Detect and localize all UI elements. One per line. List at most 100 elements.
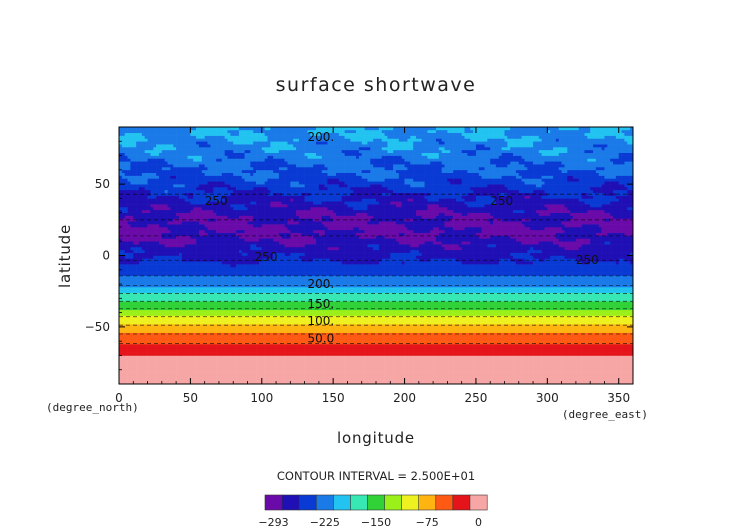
field-cell: [561, 378, 565, 382]
field-cell: [364, 335, 368, 339]
field-cell: [458, 332, 462, 336]
field-cell: [196, 329, 200, 333]
field-cell: [541, 318, 545, 322]
field-cell: [344, 335, 348, 339]
field-cell: [627, 335, 631, 339]
field-cell: [253, 329, 257, 333]
field-cell: [167, 361, 171, 365]
field-cell: [344, 321, 348, 325]
field-cell: [555, 318, 560, 322]
field-cell: [376, 341, 380, 345]
field-cell: [201, 344, 205, 348]
field-cell: [158, 352, 163, 356]
field-cell: [484, 355, 488, 359]
field-cell: [401, 332, 405, 336]
field-cell: [507, 304, 511, 308]
field-cell: [150, 355, 154, 359]
field-cell: [413, 335, 417, 339]
field-cell: [318, 329, 323, 333]
field-cell: [141, 335, 145, 339]
field-cell: [547, 338, 551, 342]
field-cell: [213, 349, 217, 353]
field-cell: [133, 341, 137, 345]
field-cell: [570, 326, 574, 331]
field-cell: [601, 341, 605, 345]
field-cell: [550, 321, 554, 325]
field-cell: [193, 306, 197, 311]
field-cell: [584, 306, 588, 311]
field-cell: [450, 361, 454, 365]
field-cell: [453, 378, 457, 382]
field-cell: [350, 329, 354, 333]
field-cell: [627, 372, 631, 376]
field-cell: [307, 366, 311, 371]
field-cell: [507, 372, 511, 376]
field-cell: [278, 352, 283, 356]
field-cell: [361, 378, 365, 382]
field-cell: [435, 338, 440, 342]
field-cell: [595, 361, 600, 365]
field-cell: [307, 324, 311, 328]
field-cell: [615, 349, 620, 353]
field-cell: [278, 358, 283, 362]
field-cell: [167, 309, 171, 313]
field-cell: [521, 324, 525, 328]
field-cell: [495, 346, 500, 351]
field-cell: [321, 329, 325, 333]
field-cell: [356, 361, 360, 365]
field-cell: [404, 335, 408, 339]
field-cell: [238, 321, 243, 325]
field-cell: [307, 338, 311, 342]
field-cell: [376, 315, 380, 319]
field-cell: [421, 358, 425, 362]
field-cell: [161, 349, 165, 353]
field-cell: [141, 321, 145, 325]
field-cell: [136, 364, 140, 368]
field-cell: [198, 335, 203, 339]
field-cell: [544, 329, 548, 333]
field-cell: [201, 381, 205, 384]
field-cell: [327, 318, 331, 322]
field-cell: [193, 381, 197, 384]
field-cell: [427, 381, 431, 384]
field-cell: [156, 361, 160, 365]
field-cell: [530, 349, 534, 353]
field-cell: [384, 378, 388, 382]
field-cell: [241, 306, 245, 311]
field-cell: [278, 326, 283, 331]
field-cell: [218, 335, 223, 339]
field-cell: [121, 358, 126, 362]
field-cell: [133, 349, 137, 353]
field-cell: [196, 364, 200, 368]
field-cell: [184, 332, 188, 336]
field-cell: [356, 358, 360, 362]
field-cell: [136, 335, 140, 339]
field-cell: [410, 352, 414, 356]
field-cell: [401, 344, 405, 348]
field-cell: [527, 329, 531, 333]
field-cell: [473, 306, 477, 311]
field-cell: [141, 309, 145, 313]
field-cell: [498, 326, 502, 331]
field-cell: [550, 332, 554, 336]
field-cell: [193, 315, 197, 319]
field-cell: [561, 341, 565, 345]
field-cell: [470, 312, 474, 316]
field-cell: [376, 344, 380, 348]
field-cell: [170, 366, 174, 371]
field-cell: [356, 324, 360, 328]
field-cell: [404, 361, 408, 365]
field-cell: [144, 315, 148, 319]
field-cell: [133, 344, 137, 348]
field-cell: [541, 361, 545, 365]
field-cell: [361, 324, 365, 328]
field-cell: [495, 338, 500, 342]
field-cell: [410, 369, 414, 373]
field-cell: [138, 349, 143, 353]
field-cell: [395, 329, 400, 333]
field-cell: [387, 372, 391, 376]
field-cell: [347, 335, 351, 339]
field-cell: [350, 381, 354, 384]
field-cell: [144, 338, 148, 342]
